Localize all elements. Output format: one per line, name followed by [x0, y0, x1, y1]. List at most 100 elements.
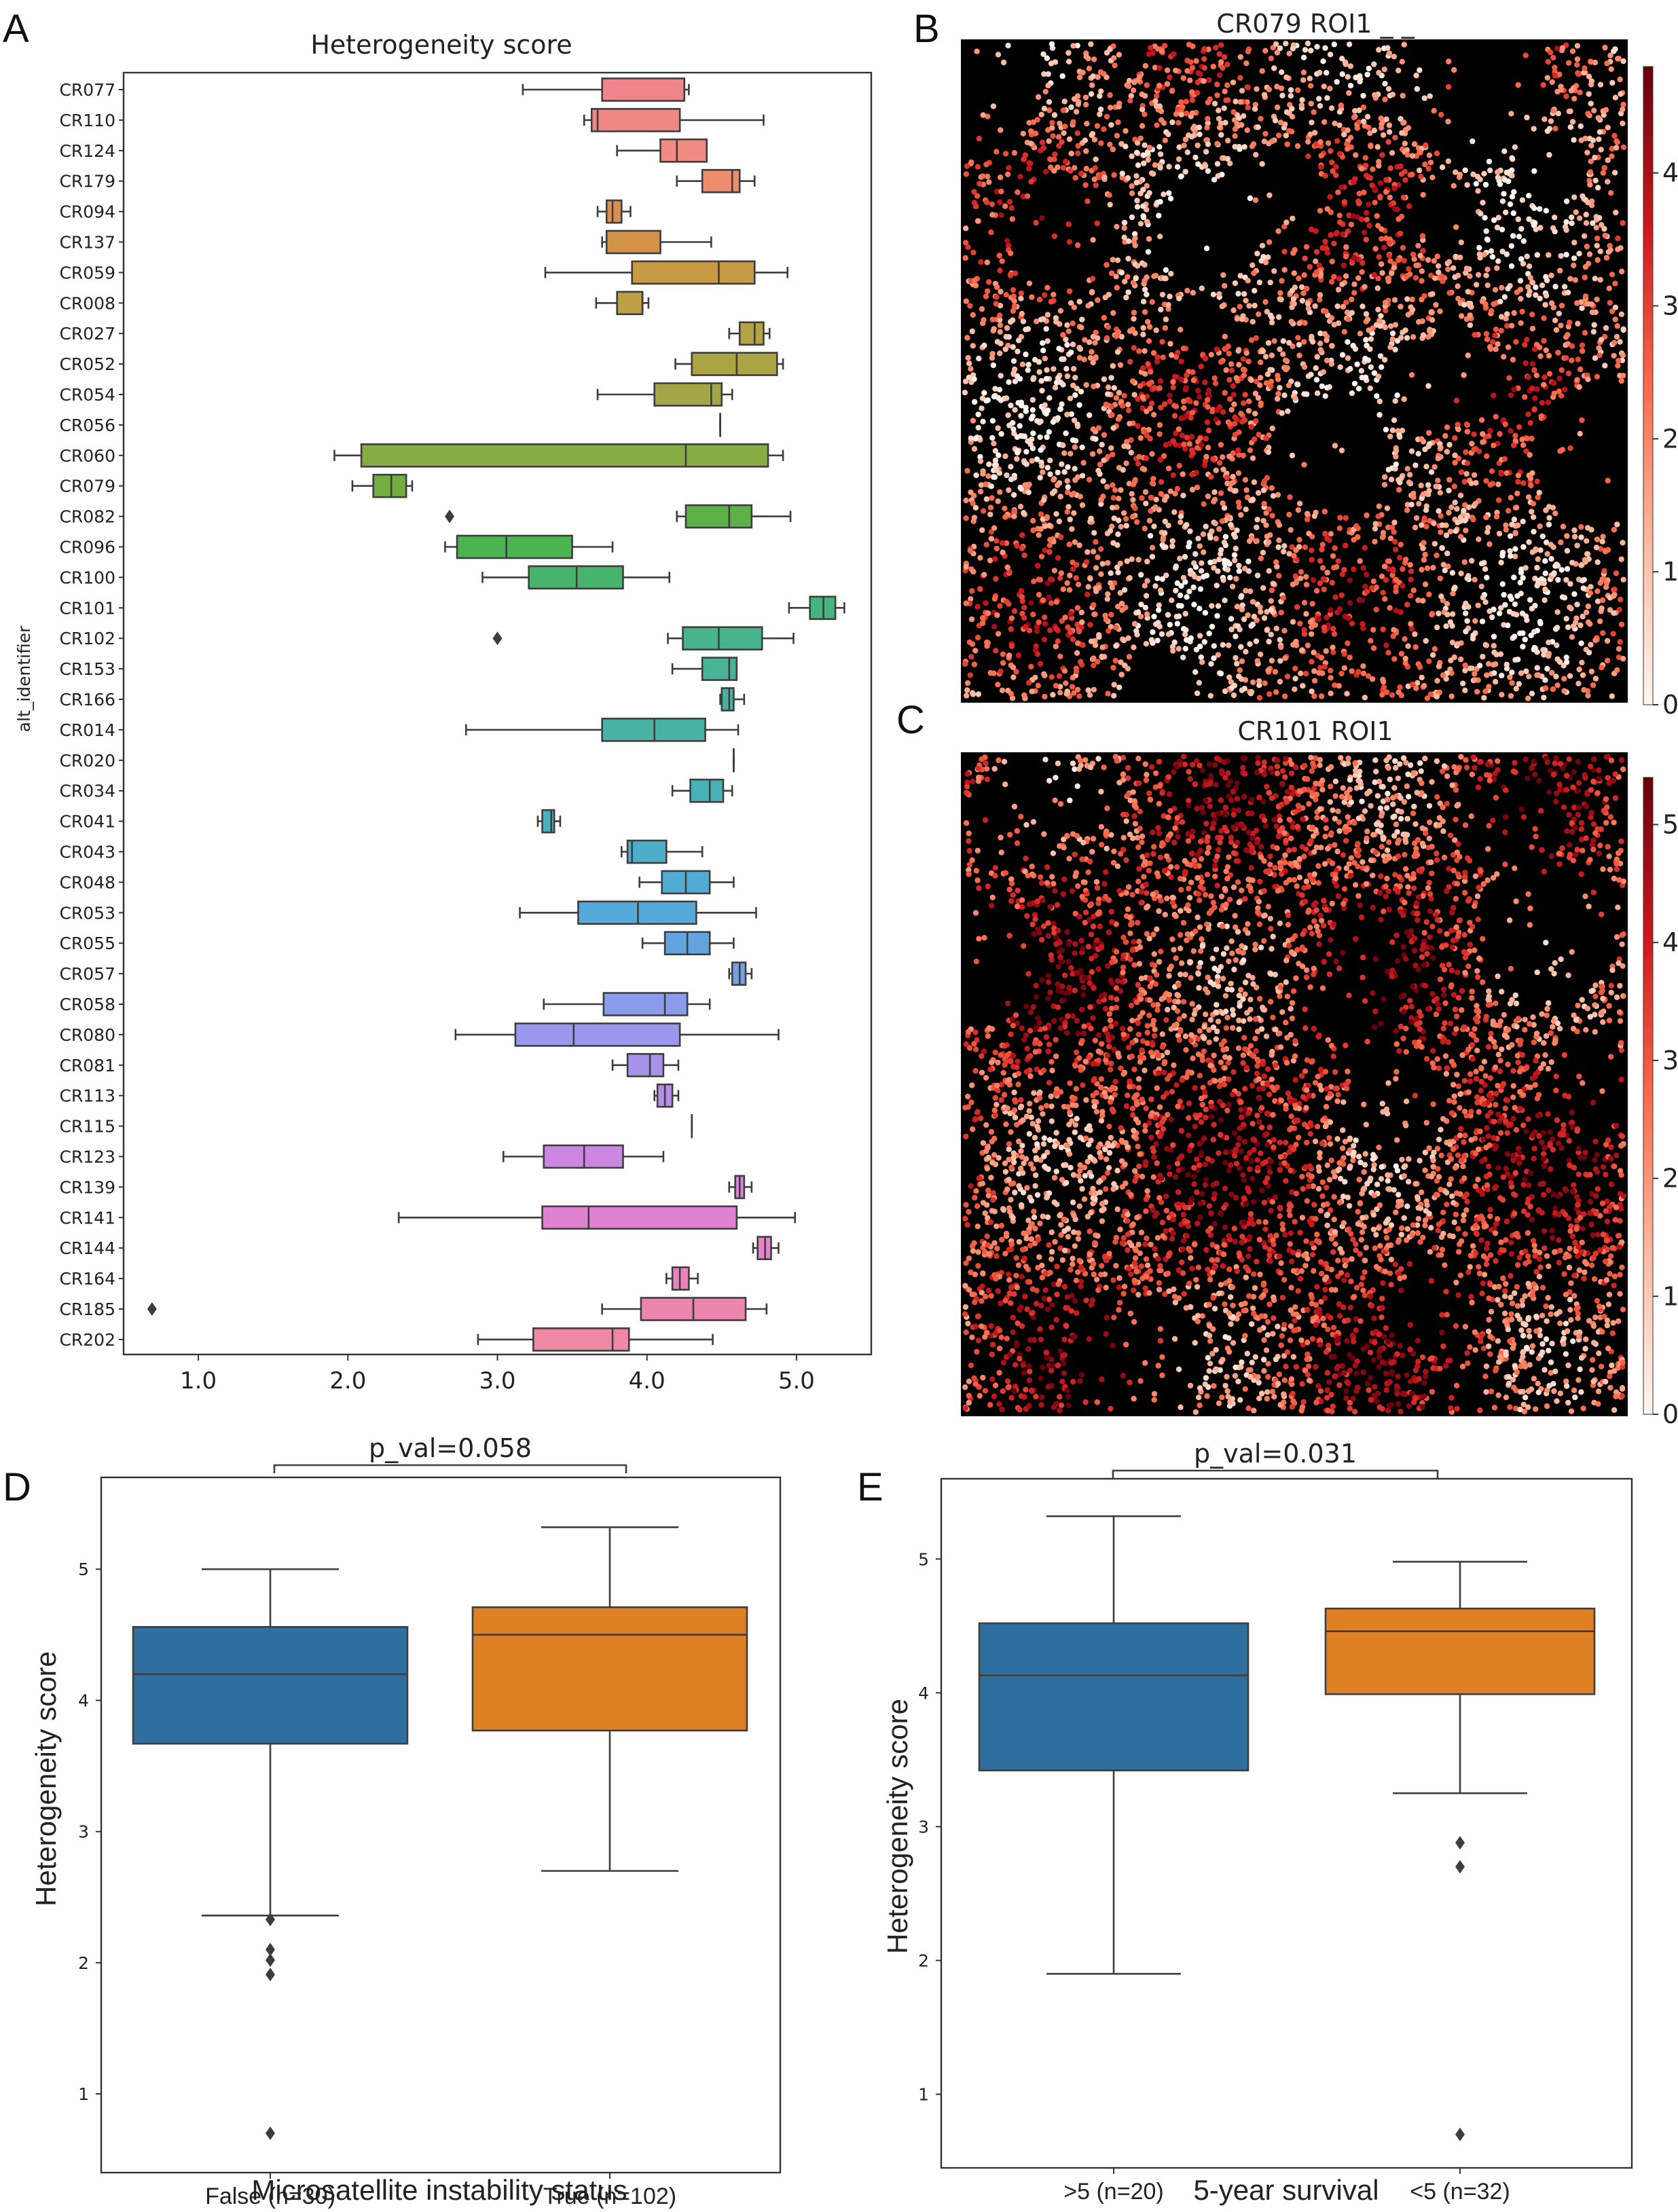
cell-dot [1265, 667, 1271, 674]
cell-dot [1296, 275, 1302, 282]
cell-dot [1463, 528, 1469, 534]
cell-dot [1043, 375, 1050, 382]
cell-dot [1588, 642, 1594, 648]
cell-dot [1478, 210, 1484, 217]
cell-dot [1508, 243, 1514, 249]
cell-dot [1149, 545, 1156, 551]
cell-dot [1260, 348, 1266, 354]
cell-dot [1578, 640, 1584, 646]
cell-dot [1482, 215, 1488, 221]
cell-dot [1157, 234, 1163, 240]
cell-dot [1006, 199, 1013, 205]
cell-dot [978, 482, 985, 488]
cell-dot [1068, 451, 1074, 457]
cell-dot [1059, 461, 1065, 467]
cell-dot [1344, 141, 1350, 147]
cell-dot [1144, 578, 1150, 584]
cell-dot [1301, 627, 1307, 633]
cell-dot [1151, 273, 1157, 280]
cell-dot [1222, 282, 1228, 289]
cell-dot [1363, 236, 1370, 242]
cell-dot [998, 174, 1004, 181]
cell-dot [1338, 592, 1345, 598]
cell-dot [1495, 1052, 1501, 1058]
cell-dot [1279, 410, 1285, 416]
cell-dot [1015, 337, 1022, 344]
cell-dot [1237, 627, 1243, 633]
cell-dot [1028, 141, 1034, 147]
cell-dot [1172, 490, 1178, 497]
cell-dot [1226, 674, 1233, 680]
cell-dot [1548, 118, 1554, 124]
cell-dot [1334, 79, 1340, 85]
cell-dot [1236, 504, 1243, 510]
cell-dot [1093, 588, 1099, 595]
cell-dot [1222, 88, 1228, 94]
cell-dot [1104, 113, 1110, 119]
cell-dot [1568, 88, 1575, 94]
cell-dot [1422, 551, 1428, 558]
cell-dot [1241, 144, 1247, 150]
cell-dot [1509, 680, 1515, 686]
cell-dot [1546, 371, 1553, 377]
cell-dot [1184, 287, 1190, 294]
cell-dot [1125, 407, 1132, 413]
cell-dot [1378, 1176, 1385, 1182]
cell-dot [1244, 127, 1250, 133]
cell-dot [1533, 292, 1539, 298]
cell-dot [1161, 275, 1167, 282]
cell-dot [1499, 198, 1506, 204]
cell-dot [1594, 242, 1600, 248]
cell-dot [1066, 136, 1073, 143]
cell-dot [1044, 55, 1051, 61]
cell-dot [1594, 296, 1600, 303]
cell-dot [1490, 392, 1497, 399]
cell-dot [1542, 1228, 1548, 1234]
cell-dot [1620, 327, 1626, 333]
cell-dot [1242, 392, 1248, 398]
cell-dot [1402, 327, 1408, 333]
cell-dot [1042, 614, 1048, 621]
cell-dot [1556, 375, 1563, 382]
cell-dot [1098, 546, 1104, 552]
cell-dot [1139, 405, 1146, 411]
cell-dot [1002, 514, 1008, 520]
cell-dot [1376, 1354, 1383, 1361]
cell-dot [1584, 149, 1590, 155]
cell-dot [963, 171, 970, 177]
cell-dot [1309, 547, 1315, 553]
cell-dot [1303, 582, 1310, 588]
cell-dot [1376, 318, 1383, 324]
cell-dot [1474, 688, 1480, 695]
cell-dot [1351, 114, 1357, 121]
cell-dot [1213, 45, 1219, 51]
cell-dot [1134, 519, 1140, 525]
cell-dot [1002, 151, 1009, 157]
cell-dot [1074, 621, 1080, 627]
cell-dot [1366, 65, 1372, 72]
cell-dot [1184, 68, 1190, 74]
cell-dot [1389, 270, 1395, 276]
cell-dot [1569, 634, 1575, 640]
panel-c-title: CR101 ROI1 [1237, 716, 1393, 746]
cell-dot [1401, 41, 1407, 48]
cell-dot [1235, 447, 1241, 454]
cell-dot [1544, 75, 1550, 81]
cell-dot [1135, 609, 1142, 615]
box-cr113: CR113 [59, 1083, 680, 1108]
cell-dot [1410, 490, 1417, 497]
cell-dot [1405, 683, 1411, 689]
cell-dot [1470, 632, 1476, 638]
cell-dot [1412, 462, 1419, 468]
cell-dot [1347, 82, 1354, 89]
cell-dot [1082, 182, 1089, 188]
cell-dot [1123, 460, 1129, 466]
cell-dot [1507, 674, 1513, 680]
cell-dot [1125, 238, 1132, 244]
cell-dot [1286, 339, 1292, 346]
cell-dot [1003, 292, 1010, 298]
cell-dot [1513, 686, 1519, 692]
cell-dot [1301, 600, 1308, 606]
cell-dot [1208, 352, 1215, 358]
cell-dot [1269, 139, 1275, 145]
